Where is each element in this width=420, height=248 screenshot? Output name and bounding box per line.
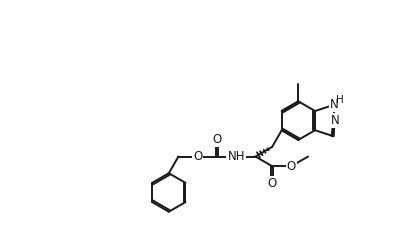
Text: NH: NH: [228, 150, 245, 163]
Text: O: O: [193, 150, 202, 163]
Text: H: H: [336, 95, 344, 105]
Text: O: O: [287, 160, 296, 173]
Text: O: O: [213, 133, 222, 146]
Text: N: N: [330, 98, 339, 111]
Text: N: N: [331, 114, 339, 127]
Text: O: O: [268, 177, 277, 190]
